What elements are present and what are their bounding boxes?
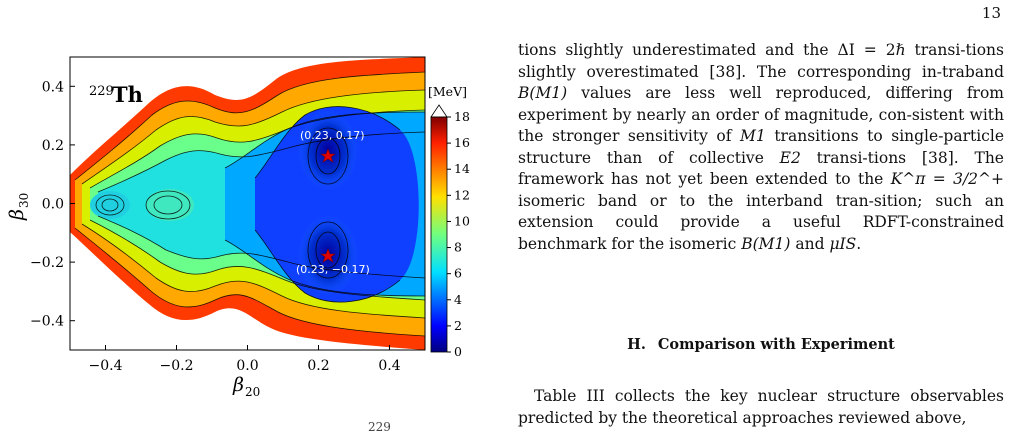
x-tick-label: 0.2 bbox=[307, 358, 329, 374]
minimum-label-lower: (0.23, −0.17) bbox=[296, 263, 370, 276]
paragraph-1-part-f: E2 bbox=[779, 148, 801, 167]
colorbar-tick-label: 8 bbox=[454, 240, 462, 255]
y-tick-label: 0.4 bbox=[42, 79, 64, 95]
paragraph-1-part-k: and bbox=[790, 234, 830, 253]
x-tick-label: 0.0 bbox=[236, 358, 258, 374]
y-axis-label-subscript: 30 bbox=[17, 193, 31, 208]
x-axis-label: β bbox=[232, 374, 244, 396]
caption-fragment: 229 bbox=[368, 420, 391, 434]
nucleus-symbol: Th bbox=[112, 82, 143, 107]
colorbar-ticks: 0 2 4 6 8 10 12 14 16 18 bbox=[447, 109, 470, 359]
paragraph-1-part-g: transi-tions [38]. The framework has not… bbox=[518, 148, 1004, 189]
colorbar-tick-label: 18 bbox=[454, 109, 470, 124]
colorbar-tick-label: 12 bbox=[454, 187, 470, 202]
page-number: 13 bbox=[981, 4, 1001, 22]
paragraph-2: Table III collects the key nuclear struc… bbox=[518, 387, 1004, 427]
paragraph-1-part-l: μIS bbox=[829, 234, 857, 253]
x-axis: −0.4 −0.2 0.0 0.2 0.4 bbox=[89, 345, 401, 374]
paragraph-1-part-j: B(M1) bbox=[741, 234, 791, 253]
section-number: H. bbox=[627, 336, 646, 353]
x-tick-label: 0.4 bbox=[378, 358, 400, 374]
contour-field bbox=[70, 57, 425, 350]
paragraph-1-part-m: . bbox=[856, 234, 862, 253]
colorbar-tick-label: 14 bbox=[454, 161, 470, 176]
x-tick-label: −0.4 bbox=[89, 358, 123, 374]
colorbar-unit: [MeV] bbox=[428, 84, 467, 99]
paragraph-1-part-i: isomeric band or to the interband tran-s… bbox=[518, 191, 1004, 253]
colorbar bbox=[430, 116, 448, 353]
x-tick-label: −0.2 bbox=[160, 358, 194, 374]
paragraph-1-part-e: transitions to single-particle structure… bbox=[518, 127, 1004, 167]
x-axis-label-subscript: 20 bbox=[245, 385, 260, 399]
colorbar-tick-label: 4 bbox=[454, 292, 462, 307]
colorbar-tick-label: 0 bbox=[454, 344, 462, 359]
section-heading: H. Comparison with Experiment bbox=[518, 336, 1004, 353]
potential-energy-surface-plot: −0.4 −0.2 0.0 0.2 0.4 0.40.20.0−0.2−0.4 229 … bbox=[6, 56, 470, 399]
y-tick-label: 0.2 bbox=[42, 138, 64, 154]
y-axis-label: β bbox=[6, 209, 28, 221]
y-axis-label-group: β 30 bbox=[6, 193, 31, 221]
paragraph-1-part-c: values are less well reproduced, differi… bbox=[518, 84, 1004, 145]
nucleus-mass-number: 229 bbox=[89, 84, 114, 99]
y-tick-label: 0.0 bbox=[42, 197, 64, 213]
y-axis: 0.4 0.2 0.0 −0.2 −0.4 bbox=[30, 79, 75, 330]
body-text-column: tions slightly underestimated and the ΔI… bbox=[518, 40, 1004, 255]
minimum-label-upper: (0.23, 0.17) bbox=[300, 129, 365, 142]
colorbar-tick-label: 10 bbox=[454, 213, 470, 228]
paragraph-1-part-a: tions slightly underestimated and the ΔI… bbox=[518, 41, 1004, 81]
paragraph-1-part-b: B(M1) bbox=[518, 84, 568, 102]
colorbar-tick-label: 2 bbox=[454, 318, 462, 333]
minimum-star-lower-icon bbox=[320, 248, 336, 263]
paragraph-1: tions slightly underestimated and the ΔI… bbox=[518, 40, 1004, 255]
y-tick-label: −0.4 bbox=[30, 314, 64, 330]
section-title: Comparison with Experiment bbox=[657, 336, 895, 353]
colorbar-tick-label: 16 bbox=[454, 135, 470, 150]
y-tick-label: −0.2 bbox=[30, 255, 64, 271]
potential-energy-surface-figure: −0.4 −0.2 0.0 0.2 0.4 0.4 0.2 0.0 −0.2 −0.4 229 … bbox=[0, 0, 500, 436]
paragraph-1-part-d: M1 bbox=[740, 127, 766, 145]
colorbar-tick-label: 6 bbox=[454, 266, 462, 281]
paragraph-1-part-h: K^π = 3/2^+ bbox=[890, 170, 1005, 188]
colorbar-extend-arrow-icon bbox=[430, 104, 448, 118]
minimum-star-upper-icon bbox=[320, 148, 336, 163]
